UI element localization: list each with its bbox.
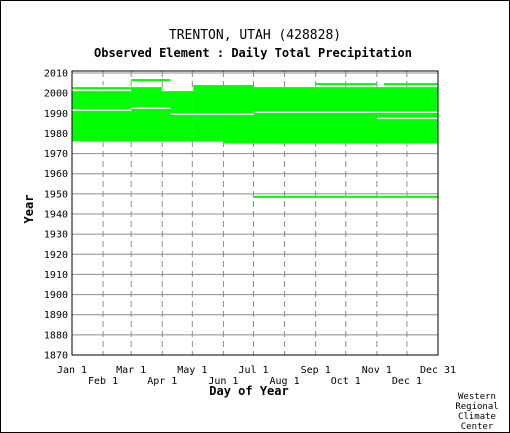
x-axis-title: Day of Year	[209, 384, 288, 398]
y-tick-label: 2000	[44, 89, 68, 100]
x-tick-label: Nov 1	[362, 365, 392, 376]
data-layer	[72, 79, 438, 198]
credit-line: Regional	[455, 402, 498, 412]
x-tick-label: May 1	[177, 365, 207, 376]
y-tick-label: 1870	[44, 351, 68, 362]
y-tick-label: 1900	[44, 290, 68, 301]
y-tick-label: 1930	[44, 230, 68, 241]
chart-title: TRENTON, UTAH (428828)	[169, 28, 341, 43]
observed-segment	[383, 83, 438, 86]
y-tick-label: 1940	[44, 210, 68, 221]
x-tick-label: Dec 31	[420, 365, 456, 376]
y-tick-label: 1970	[44, 149, 68, 160]
x-tick-label: Dec 1	[392, 376, 422, 387]
x-tick-label: Aug 1	[270, 376, 300, 387]
observed-block	[72, 93, 132, 142]
x-tick-label: Mar 1	[116, 365, 146, 376]
y-tick-label: 1920	[44, 250, 68, 261]
y-tick-label: 1880	[44, 330, 68, 341]
observed-block	[162, 91, 194, 142]
observed-segment	[72, 87, 132, 90]
grid-lines	[72, 71, 438, 356]
missing-data-line	[170, 113, 254, 116]
missing-data-line	[72, 85, 132, 87]
y-tick-label: 1980	[44, 129, 68, 140]
y-tick-label: 1990	[44, 109, 68, 120]
y-axis-title: Year	[22, 195, 36, 224]
y-axis-ticks: 1870 1880 1890 1900 1910 1920 1930 1940 1950 1960…	[44, 69, 68, 362]
y-tick-label: 1890	[44, 310, 68, 321]
credit-line: Climate	[458, 412, 496, 422]
missing-data-line	[253, 111, 438, 114]
observed-segment	[315, 83, 377, 86]
observed-block	[193, 85, 224, 142]
x-tick-label: Oct 1	[331, 376, 361, 387]
x-axis-ticks: Jan 1 Mar 1 May 1 Jul 1 Sep 1 Nov 1 Dec 31 Feb …	[57, 365, 456, 387]
plot-border	[71, 70, 439, 356]
missing-data-line	[131, 107, 171, 110]
observed-block	[131, 87, 163, 142]
y-tick-label: 1960	[44, 169, 68, 180]
y-tick-label: 1950	[44, 189, 68, 200]
observed-segment	[131, 79, 171, 82]
x-tick-label: Sep 1	[301, 365, 331, 376]
missing-data-line	[376, 117, 438, 120]
observed-segment	[72, 91, 132, 94]
plot-frame	[71, 70, 439, 356]
x-tick-label: Jun 1	[208, 376, 238, 387]
missing-data-line	[72, 109, 132, 112]
chart-subtitle: Observed Element : Daily Total Precipita…	[94, 46, 412, 60]
credit-line: Western	[458, 392, 496, 402]
observed-segment	[253, 195, 438, 198]
y-tick-label: 2010	[44, 69, 68, 80]
credit-line: Center	[461, 422, 494, 432]
x-tick-label: Feb 1	[88, 376, 118, 387]
x-tick-label: Jul 1	[238, 365, 268, 376]
x-tick-label: Jan 1	[57, 365, 87, 376]
observed-block	[253, 87, 438, 144]
y-tick-label: 1910	[44, 270, 68, 281]
x-tick-label: Apr 1	[147, 376, 177, 387]
